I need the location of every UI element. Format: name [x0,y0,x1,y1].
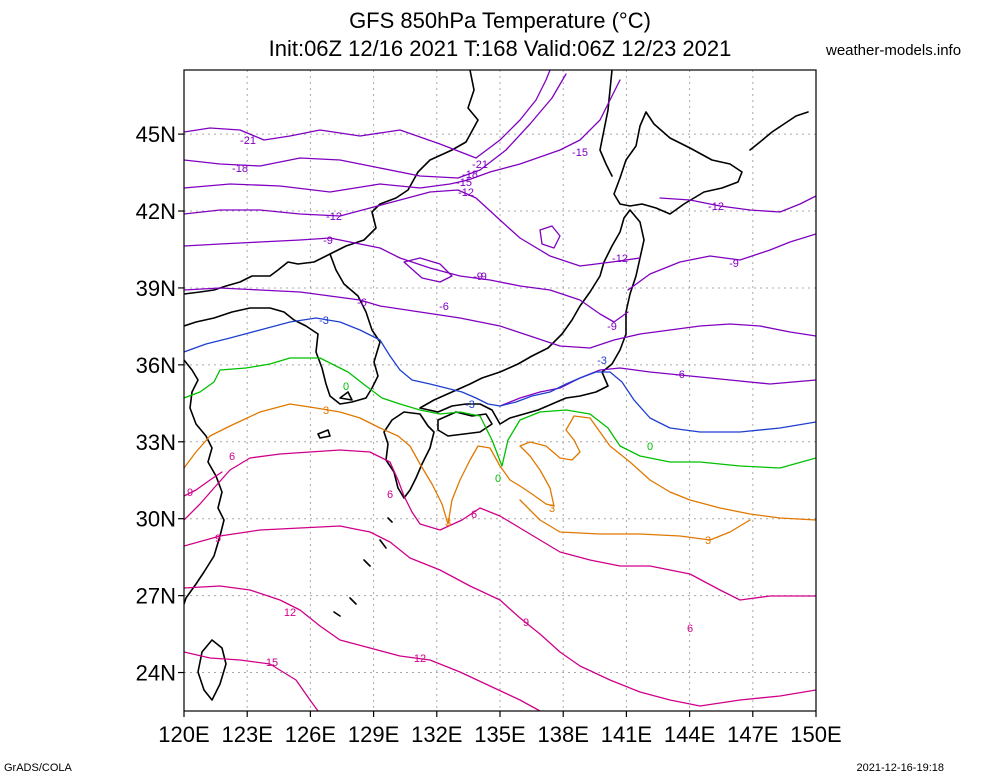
contour-labels: -21-18 -21-18-15-12-15-12-12-9-12-9-9-6-9… [187,135,739,669]
x-tick-label: 129E [348,722,399,747]
contour-value-label: -12 [708,201,724,213]
contour-value-label: 9 [523,617,529,629]
contour-minus15 [184,79,621,193]
coast-honshu [419,209,645,425]
coast-sakhalin-kurils [599,70,809,177]
x-tick-label: 120E [158,722,209,747]
contour-minus9-a [184,237,629,323]
x-tick-label: 135E [474,722,525,747]
contour-minus12-b [659,195,816,213]
contour-value-label: -15 [572,147,588,159]
contour-value-label: 0 [343,381,349,393]
contour-nine-a [184,471,816,707]
contour-value-label: 9 [215,533,221,545]
contour-minus12-a [184,189,641,267]
site-credit: weather-models.info [826,42,962,59]
contour-value-label: 6 [687,623,693,635]
contour-value-label: 15 [266,657,278,669]
x-tick-label: 150E [790,722,841,747]
coastlines [184,70,809,701]
y-tick-label: 30N [136,507,176,532]
x-tick-label: 147E [727,722,778,747]
y-tick-label: 36N [136,353,176,378]
coast-korea-west [184,253,381,405]
contour-value-label: 6 [471,509,477,521]
coast-kyushu [383,411,435,499]
coast-russia-korea [184,70,479,295]
contour-value-label: -21 [240,135,256,147]
coast-korea-islands [317,391,353,439]
contour-value-label: -6 [675,369,685,381]
contour-value-label: -18 [232,163,248,175]
render-timestamp: 2021-12-16-19:18 [856,762,944,774]
contour-three-b [519,499,751,541]
contour-value-label: 3 [705,535,711,547]
contour-value-label: -12 [458,187,474,199]
contour-value-label: -3 [465,399,475,411]
contour-value-label: 6 [229,451,235,463]
contour-value-label: -3 [319,315,329,327]
x-tick-label: 123E [222,722,273,747]
contour-three-a [184,403,816,525]
coast-taiwan [197,639,227,701]
contour-value-label: -18 [462,169,478,181]
x-tick-label: 126E [285,722,336,747]
contour-six-a [184,449,816,601]
y-tick-label: 24N [136,661,176,686]
contour-value-label: 3 [549,503,555,515]
contour-value-label: -21 [472,159,488,171]
map-title: GFS 850hPa Temperature (°C) [349,8,651,33]
contour-value-label: 6 [387,489,393,501]
contour-value-label: -9 [477,271,487,283]
coast-hokkaido [613,111,743,215]
contour-value-label: 12 [414,653,426,665]
contour-minus9-loop [403,257,453,283]
contour-zero [184,357,816,469]
x-tick-label: 138E [538,722,589,747]
contour-value-label: -6 [357,297,367,309]
contour-minus3 [184,317,816,433]
contour-minus9-b [627,233,816,291]
contour-value-label: -9 [607,321,617,333]
contour-minus12-loop [539,225,561,249]
axis-ticks [178,133,817,717]
y-tick-label: 27N [136,584,176,609]
y-tick-label: 39N [136,276,176,301]
contour-value-label: -9 [473,271,483,283]
contour-value-label: -6 [439,301,449,313]
longitude-labels: 120E 123E 126E 129E 132E 135E 138E 141E 144E 147E… [158,722,841,747]
contour-value-label: 3 [323,405,329,417]
y-tick-label: 33N [136,430,176,455]
contour-value-label: 12 [284,607,296,619]
contour-value-label: -12 [326,211,342,223]
y-tick-label: 45N [136,122,176,147]
x-tick-label: 132E [411,722,462,747]
software-credit: GrADS/COLA [4,762,72,774]
contour-twelve [184,585,541,711]
contour-value-label: -9 [729,258,739,270]
contour-value-label: 0 [647,441,653,453]
contour-value-label: -3 [597,355,607,367]
lat-lon-grid [184,70,816,711]
contour-value-label: -9 [323,235,333,247]
coast-china-east [184,359,225,605]
contour-value-label: 9 [187,487,193,499]
contour-value-label: 3 [445,517,451,529]
contour-value-label: -15 [456,177,472,189]
contour-minus21 [184,70,551,159]
contour-minus6-b [499,367,816,407]
contour-fifteen [184,651,319,711]
contour-minus6-a [184,287,816,349]
y-tick-label: 42N [136,199,176,224]
x-tick-label: 141E [601,722,652,747]
x-tick-label: 144E [664,722,715,747]
contour-value-label: 0 [495,473,501,485]
contour-value-label: -12 [612,253,628,265]
coast-ryukyu [333,517,393,617]
contour-minus18 [184,73,567,179]
latitude-labels: 45N 42N 39N 36N 33N 30N 27N 24N [136,122,176,685]
map-subtitle: Init:06Z 12/16 2021 T:168 Valid:06Z 12/2… [268,36,732,61]
